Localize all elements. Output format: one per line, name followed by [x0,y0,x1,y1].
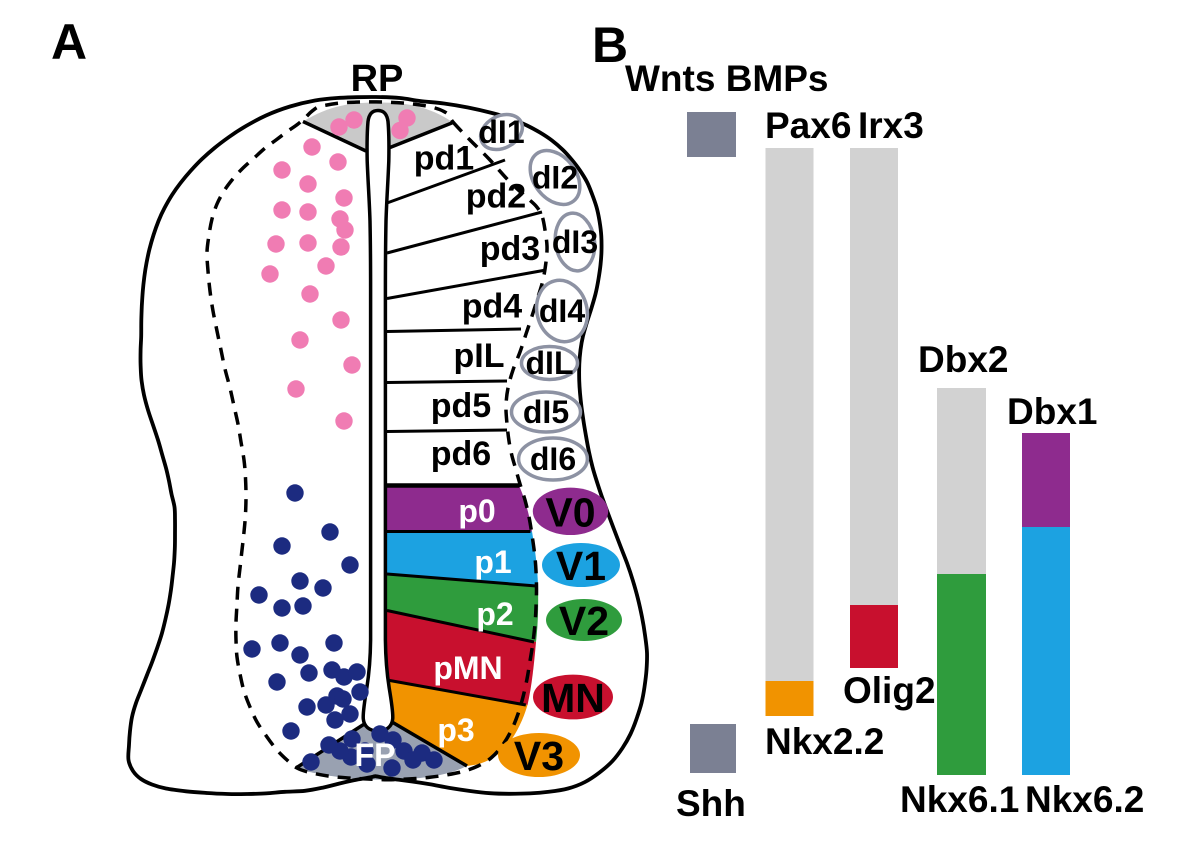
svg-text:pd3: pd3 [480,230,540,268]
svg-text:p1: p1 [474,544,511,580]
svg-text:MN: MN [541,675,605,721]
svg-text:FP: FP [355,737,396,773]
svg-text:Shh: Shh [676,783,746,824]
svg-text:dI3: dI3 [552,224,598,260]
svg-text:pd4: pd4 [462,288,523,326]
svg-text:p3: p3 [437,712,474,748]
svg-text:V0: V0 [545,489,595,535]
svg-text:dI6: dI6 [530,441,576,477]
svg-text:Pax6: Pax6 [765,105,851,146]
svg-text:Nkx6.1: Nkx6.1 [900,779,1019,820]
svg-text:Irx3: Irx3 [858,105,924,146]
svg-text:Dbx1: Dbx1 [1007,391,1097,432]
svg-text:Olig2: Olig2 [843,670,936,711]
svg-text:pd1: pd1 [414,140,474,178]
svg-text:dI1: dI1 [478,114,524,150]
svg-text:Dbx2: Dbx2 [918,339,1008,380]
svg-text:V2: V2 [559,598,609,644]
svg-text:dI4: dI4 [539,293,585,329]
svg-text:dI5: dI5 [523,394,569,430]
svg-text:Wnts BMPs: Wnts BMPs [625,58,829,99]
svg-text:RP: RP [351,58,404,100]
svg-text:B: B [592,17,628,73]
svg-text:p2: p2 [476,596,513,632]
svg-text:A: A [51,14,87,70]
svg-text:Nkx2.2: Nkx2.2 [765,721,884,762]
svg-text:p0: p0 [458,493,495,529]
svg-text:pd2: pd2 [466,178,526,216]
svg-text:pMN: pMN [433,650,502,686]
svg-text:pd6: pd6 [431,435,491,473]
svg-text:pIL: pIL [454,337,505,375]
svg-text:dI2: dI2 [532,160,578,196]
svg-text:V1: V1 [556,543,606,589]
svg-text:V3: V3 [514,733,564,779]
svg-text:Nkx6.2: Nkx6.2 [1025,779,1144,820]
svg-text:dIL: dIL [526,345,574,381]
svg-text:pd5: pd5 [431,387,491,425]
